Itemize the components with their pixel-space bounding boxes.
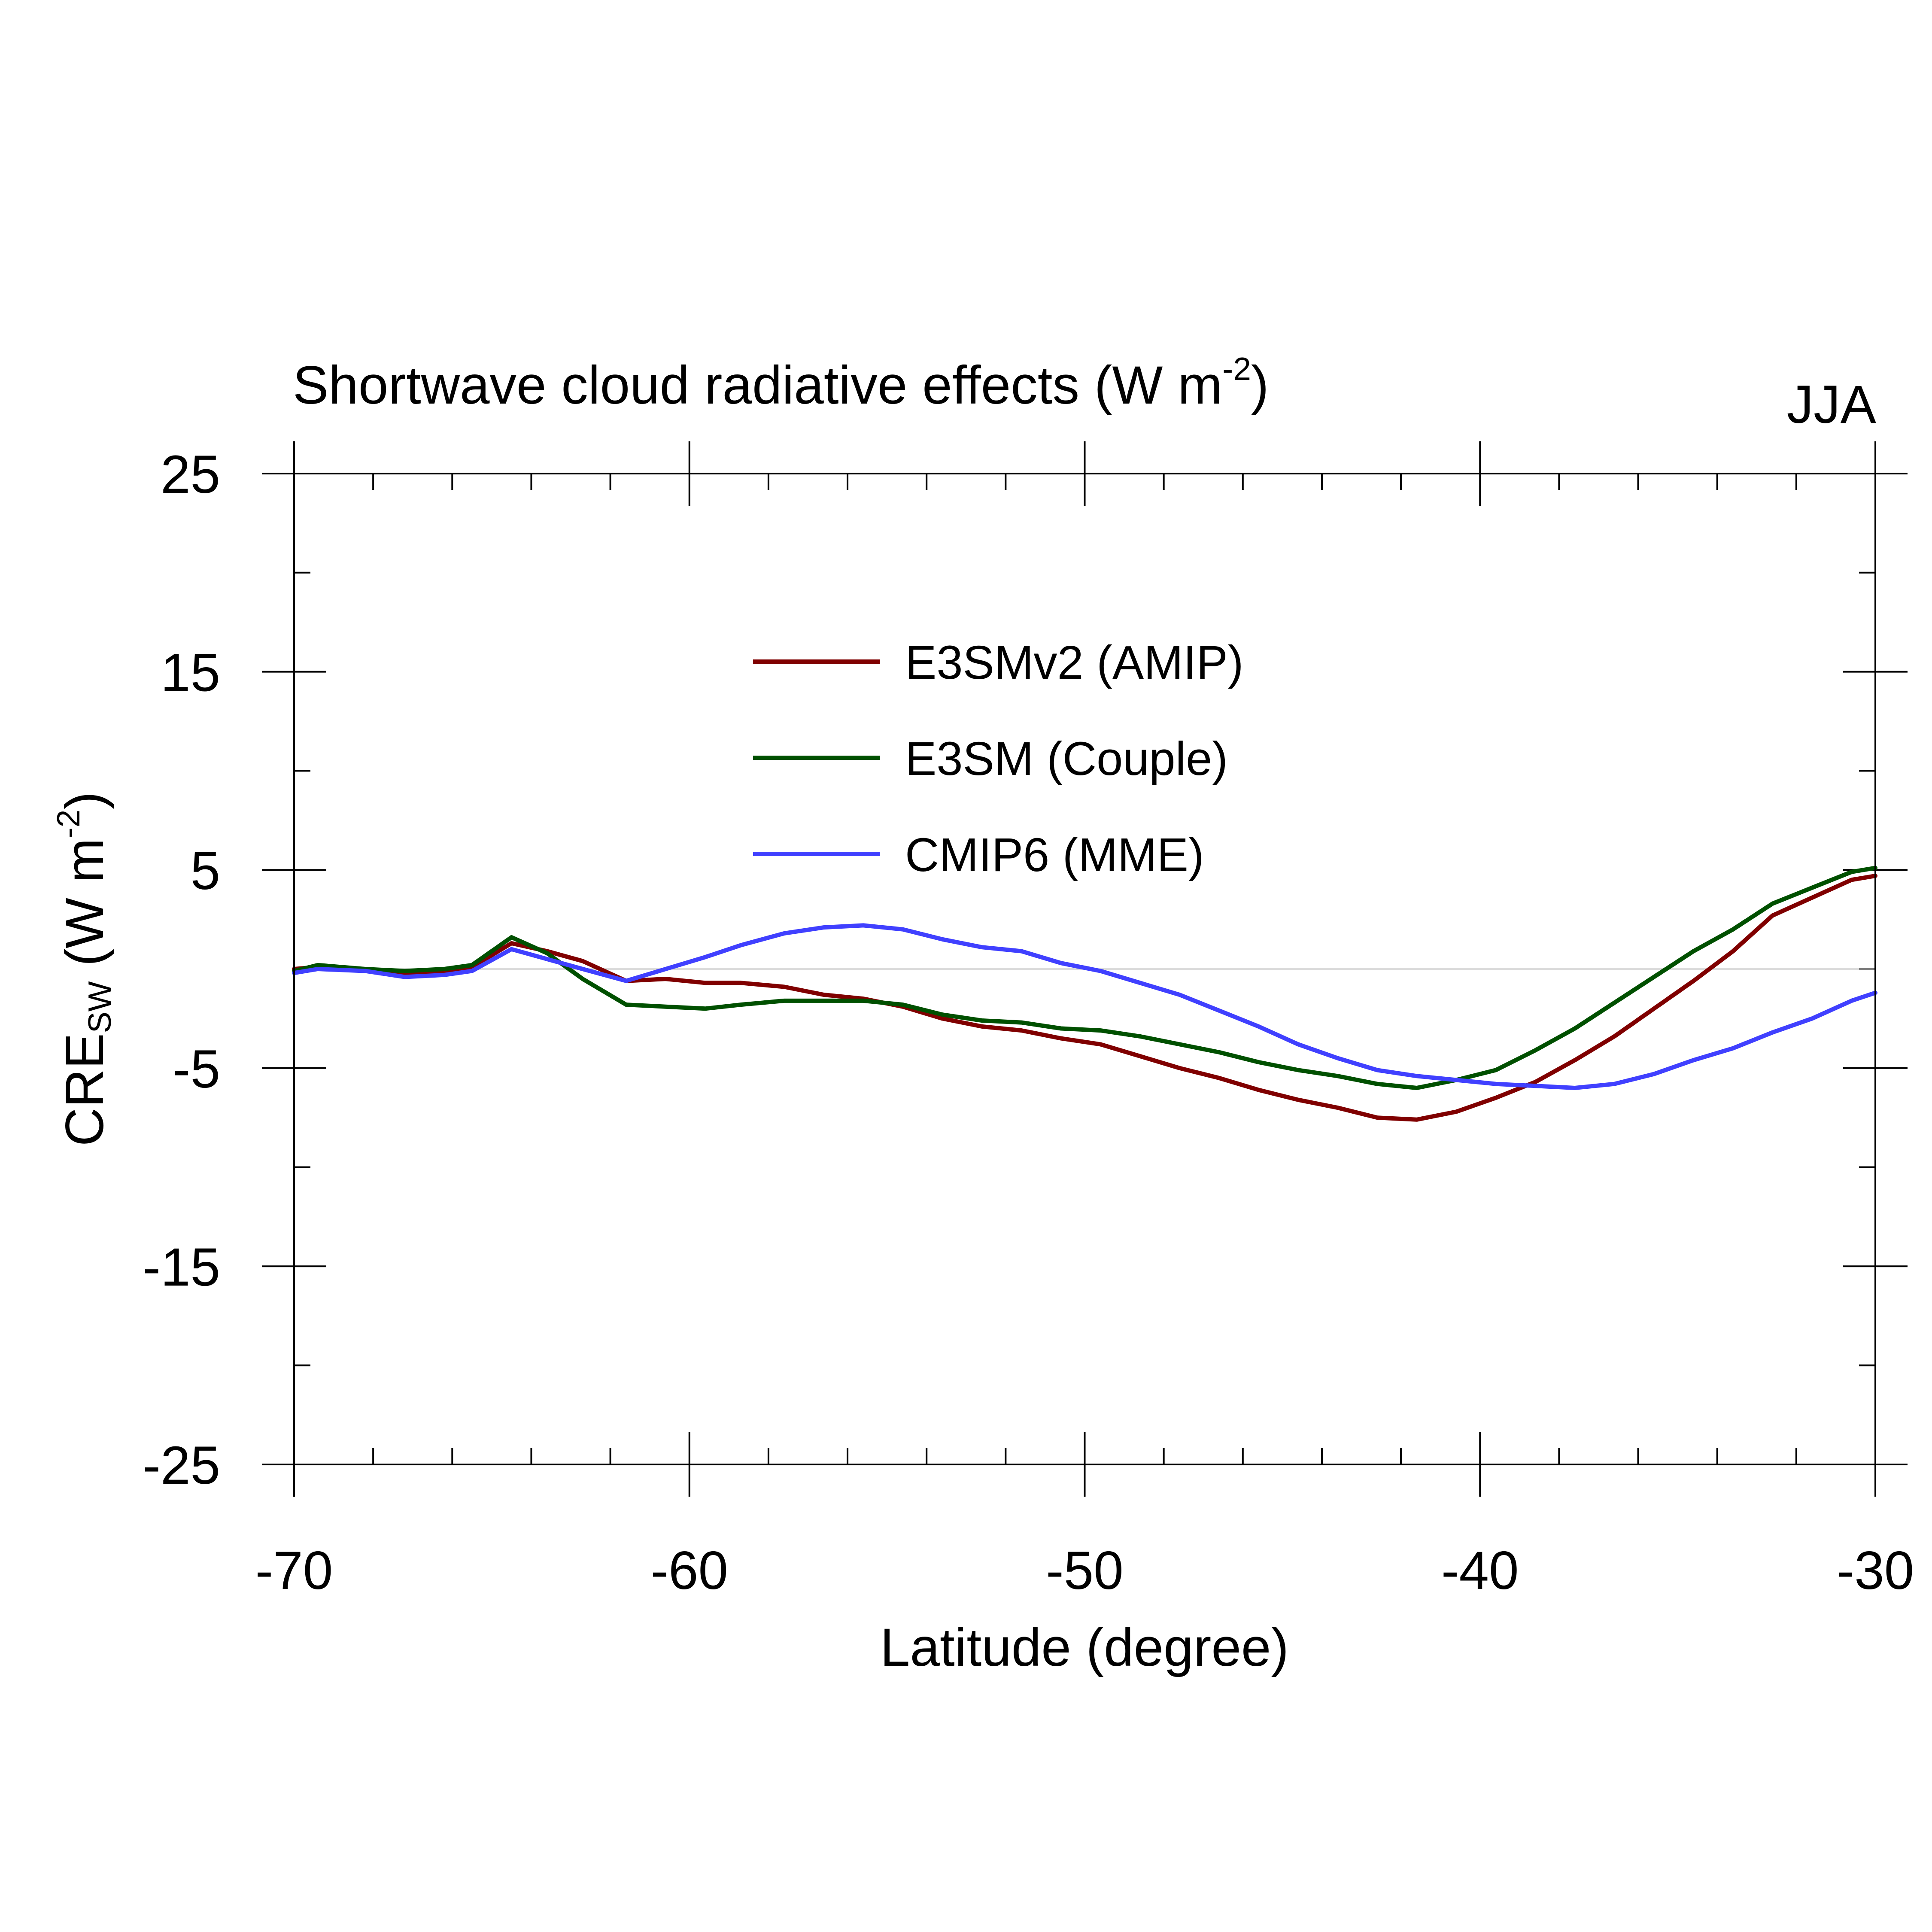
y-tick-label: -15 (143, 1237, 220, 1297)
legend-label-3: CMIP6 (MME) (905, 829, 1204, 881)
x-tick-labels: -70 -60 -50 -40 -30 (255, 1541, 1914, 1601)
x-tick-label: -40 (1441, 1541, 1519, 1601)
y-tick-label: 15 (161, 643, 220, 703)
legend: E3SMv2 (AMIP) E3SM (Couple) CMIP6 (MME) (753, 636, 1243, 881)
y-tick-labels: 25 15 5 -5 -15 -25 (143, 445, 220, 1495)
series-line-3 (292, 923, 1877, 1090)
x-tick-label: -70 (255, 1541, 333, 1601)
x-tick-label: -30 (1837, 1541, 1914, 1601)
y-tick-label: -25 (143, 1436, 220, 1495)
season-label: JJA (1787, 375, 1877, 434)
legend-label-2: E3SM (Couple) (905, 732, 1228, 785)
y-axis-label: CRESW (W m-2) (50, 792, 118, 1146)
y-axis-label-close: ) (55, 792, 115, 810)
series-lines (292, 866, 1877, 1122)
legend-label-1: E3SMv2 (AMIP) (905, 636, 1243, 689)
x-axis-label: Latitude (degree) (880, 1618, 1289, 1677)
plot-frame (293, 473, 1876, 1465)
chart-title-close: ) (1251, 355, 1269, 415)
x-tick-label: -50 (1046, 1541, 1124, 1601)
y-tick-label: 25 (161, 445, 220, 504)
y-axis-label-superscript: -2 (50, 810, 86, 838)
x-tick-label: -60 (650, 1541, 728, 1601)
y-axis-label-units: (W m (55, 838, 115, 981)
y-axis-label-subscript: SW (82, 981, 118, 1033)
chart-title-superscript: -2 (1222, 351, 1251, 387)
y-tick-label: 5 (190, 841, 220, 901)
y-axis-label-main: CRE (55, 1033, 115, 1146)
y-tick-label: -5 (173, 1039, 220, 1099)
series-line-2 (292, 866, 1877, 1090)
chart-title: Shortwave cloud radiative effects (W m-2… (293, 351, 1269, 415)
